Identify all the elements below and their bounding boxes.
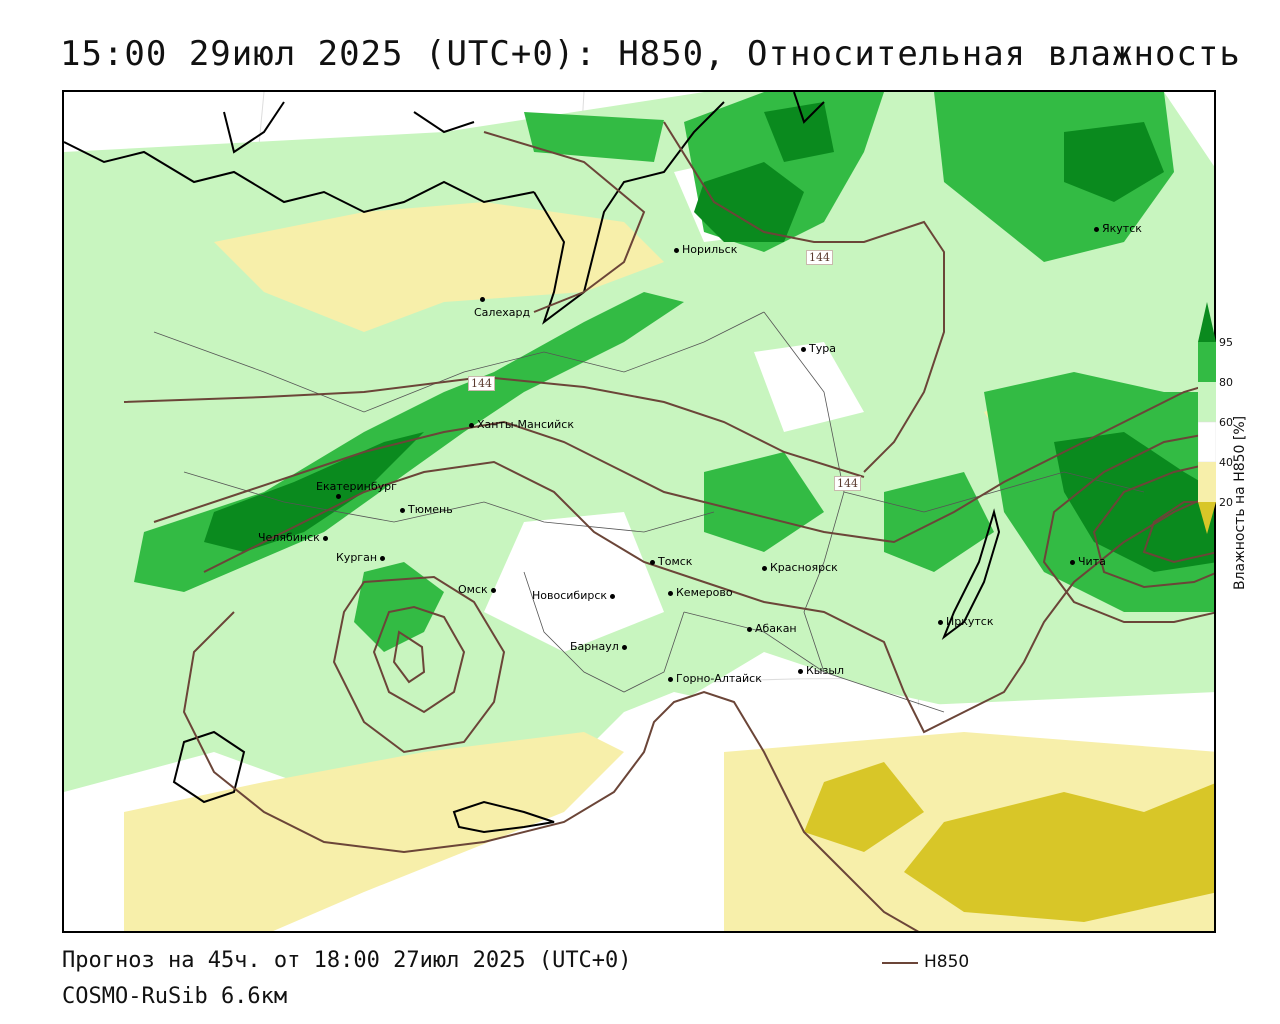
- city-marker-icon: [400, 507, 405, 513]
- colorbar-bottom-arrow: [1198, 502, 1216, 534]
- model-info: COSMO-RuSib 6.6км: [62, 984, 288, 1009]
- city-marker-icon: [668, 590, 673, 596]
- city-marker-icon: [469, 422, 474, 428]
- contour-label: 144: [834, 476, 861, 491]
- city-barnaul[interactable]: Барнаул: [570, 640, 630, 653]
- colorbar-band-80-95: [1198, 342, 1216, 382]
- city-omsk[interactable]: Омск: [458, 583, 499, 596]
- forecast-info: Прогноз на 45ч. от 18:00 27июл 2025 (UTC…: [62, 948, 632, 973]
- map-canvas: [64, 92, 1214, 931]
- city-marker-icon: [762, 565, 767, 571]
- city-marker-icon: [380, 555, 386, 561]
- city-kurgan[interactable]: Курган: [336, 551, 388, 564]
- city-marker-icon: [650, 559, 655, 565]
- city-salekhard[interactable]: [480, 292, 488, 305]
- map-area[interactable]: 144 144 144 Якутск Норильск Салехард Тур…: [62, 90, 1216, 933]
- city-krasnoyarsk[interactable]: Красноярск: [762, 561, 838, 574]
- colorbar-tick-20: 20: [1219, 496, 1233, 509]
- h850-legend-line: [882, 962, 918, 964]
- region-borders: [153, 311, 1145, 713]
- h850-legend-label: H850: [924, 952, 970, 972]
- coastline: [64, 92, 1001, 834]
- city-salekhard-label: Салехард: [474, 306, 531, 319]
- city-norilsk[interactable]: Норильск: [674, 243, 737, 256]
- city-marker-icon: [621, 644, 627, 650]
- colorbar-label: Влажность на H850 [%]: [1232, 415, 1248, 590]
- colorbar-tick-60: 60: [1219, 416, 1233, 429]
- city-marker-icon: [668, 676, 673, 682]
- city-marker-icon: [480, 296, 485, 302]
- city-yekaterinburg[interactable]: [336, 489, 344, 502]
- colorbar-tick-80: 80: [1219, 376, 1233, 389]
- city-tura[interactable]: Тура: [801, 342, 836, 355]
- city-marker-icon: [1070, 559, 1075, 565]
- city-marker-icon: [490, 587, 496, 593]
- city-yekaterinburg-label: Екатеринбург: [316, 480, 397, 493]
- city-tyumen[interactable]: Тюмень: [400, 503, 453, 516]
- humidity-above-95: [204, 102, 1214, 572]
- city-novosibirsk[interactable]: Новосибирск: [532, 589, 618, 602]
- colorbar-band-20-40: [1198, 462, 1216, 502]
- city-marker-icon: [747, 626, 752, 632]
- colorbar-band-40-60: [1198, 421, 1216, 463]
- city-gorno-altaysk[interactable]: Горно-Алтайск: [668, 672, 762, 685]
- humidity-colorbar: [1198, 302, 1216, 534]
- contour-label: 144: [468, 376, 495, 391]
- colorbar-band-60-80: [1198, 382, 1216, 422]
- humidity-below-20: [804, 762, 1214, 922]
- h850-contours: [123, 121, 1214, 931]
- city-irkutsk[interactable]: Иркутск: [938, 615, 993, 628]
- city-marker-icon: [610, 593, 616, 599]
- city-marker-icon: [798, 668, 803, 674]
- city-marker-icon: [1094, 226, 1099, 232]
- city-chita[interactable]: Чита: [1070, 555, 1106, 568]
- city-khanty-mansiysk[interactable]: Ханты-Мансийск: [469, 418, 574, 431]
- city-kemerovo[interactable]: Кемерово: [668, 586, 733, 599]
- city-marker-icon: [801, 346, 806, 352]
- colorbar-tick-95: 95: [1219, 336, 1233, 349]
- contour-label: 144: [806, 250, 833, 265]
- colorbar-top-arrow: [1198, 302, 1216, 342]
- city-marker-icon: [674, 247, 679, 253]
- city-kyzyl[interactable]: Кызыл: [798, 664, 844, 677]
- city-yakutsk[interactable]: Якутск: [1094, 222, 1142, 235]
- city-abakan[interactable]: Абакан: [747, 622, 797, 635]
- map-title: 15:00 29июл 2025 (UTC+0): H850, Относите…: [60, 34, 1241, 74]
- colorbar-tick-40: 40: [1219, 456, 1233, 469]
- city-marker-icon: [322, 535, 328, 541]
- city-tomsk[interactable]: Томск: [650, 555, 692, 568]
- city-marker-icon: [938, 619, 943, 625]
- city-chelyabinsk[interactable]: Челябинск: [258, 531, 331, 544]
- city-marker-icon: [336, 493, 341, 499]
